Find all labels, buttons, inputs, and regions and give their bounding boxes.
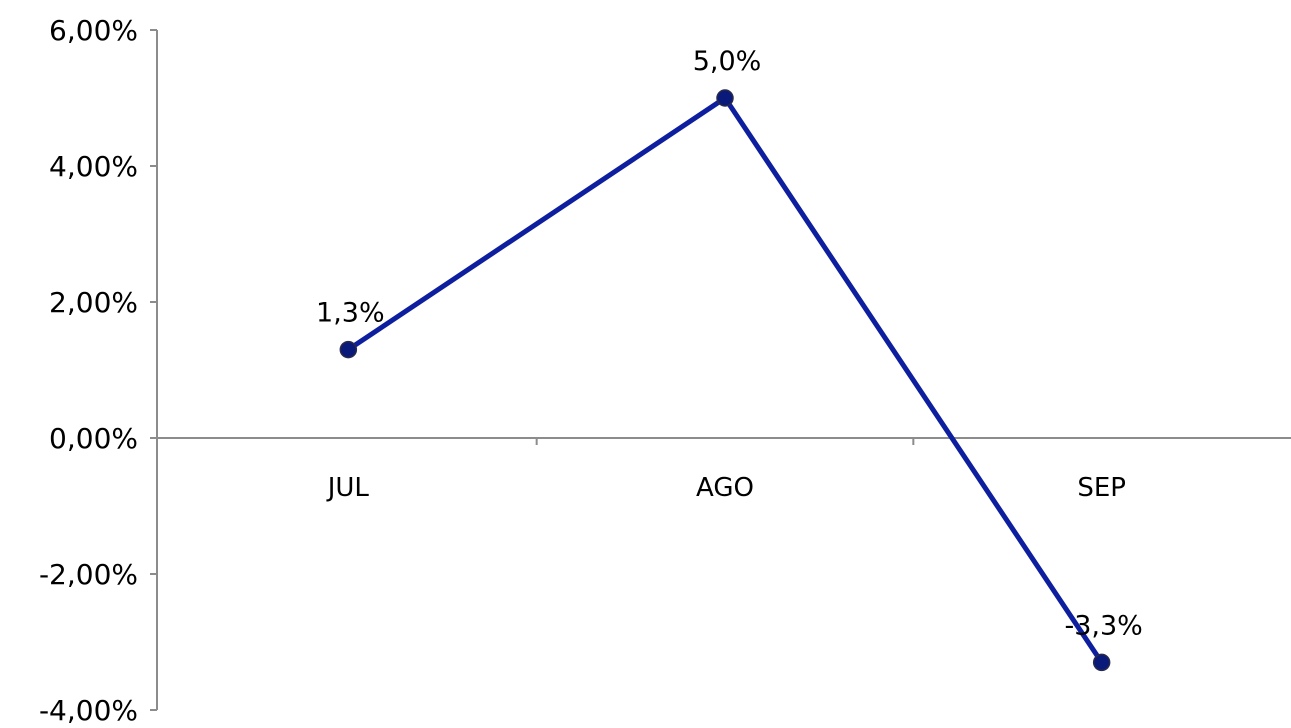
series-line: [345, 95, 1105, 665]
y-tick-label: -4,00%: [39, 694, 138, 727]
data-label: 1,3%: [316, 298, 385, 329]
data-label: -3,3%: [1064, 610, 1142, 641]
x-category-label: JUL: [326, 473, 370, 503]
x-category-label: AGO: [696, 473, 754, 503]
x-category-label: SEP: [1077, 473, 1126, 503]
y-tick-label: 4,00%: [49, 150, 138, 183]
x-axis: JUL AGO SEP: [157, 437, 1291, 503]
series-group: [339, 89, 1111, 672]
data-point-marker: [716, 89, 734, 107]
data-labels-group: 1,3% 5,0% -3,3%: [316, 46, 1143, 641]
data-point-marker: [1092, 653, 1111, 672]
data-point-marker: [339, 340, 358, 359]
y-tick-label: 0,00%: [49, 422, 138, 455]
y-axis: 6,00% 4,00% 2,00% 0,00% -2,00% -4,00%: [39, 14, 158, 727]
y-tick-label: -2,00%: [39, 558, 138, 591]
data-label: 5,0%: [693, 46, 762, 77]
y-tick-label: 2,00%: [49, 286, 138, 319]
y-tick-label: 6,00%: [49, 14, 138, 47]
